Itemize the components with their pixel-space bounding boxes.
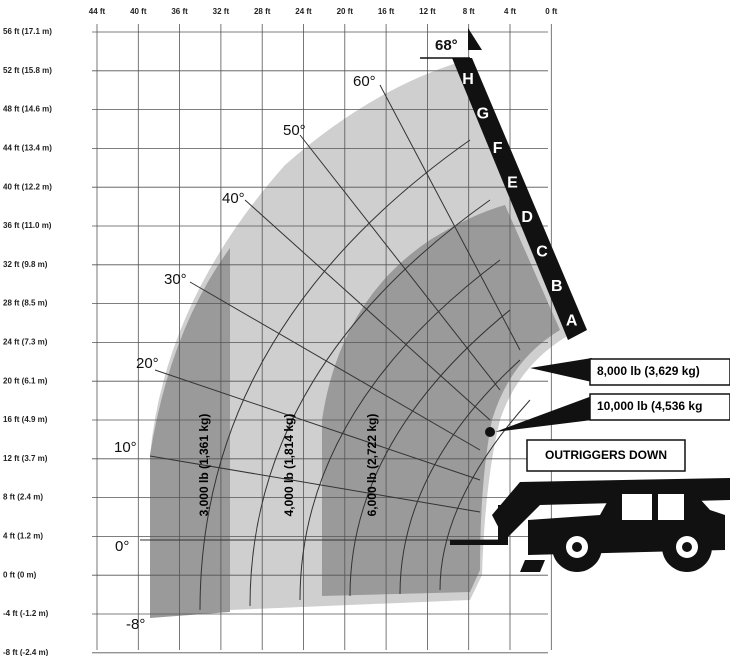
angle-label: 30° [164,271,187,288]
angle-label: 20° [136,355,159,372]
max-angle-flag [468,28,482,50]
telehandler [450,478,730,572]
boom-section-label: G [477,106,489,123]
x-axis-label: 20 ft [337,7,354,16]
x-axis-label: 4 ft [504,7,516,16]
angle-label: 60° [353,73,376,90]
callout-pointer [530,358,592,382]
y-axis-label: 16 ft (4.9 m) [3,415,48,424]
y-axis-label: 12 ft (3.7 m) [3,454,48,463]
y-axis-label: 48 ft (14.6 m) [3,105,52,114]
x-axis-label: 40 ft [130,7,147,16]
angle-rays [140,84,531,611]
zone-label: 4,000 lb (1,814 kg) [282,414,296,517]
x-axis-label: 28 ft [254,7,271,16]
boom-section-label: H [462,71,474,88]
boom-section-label: F [493,140,503,157]
boom-section-label: A [566,313,578,330]
outriggers-label: OUTRIGGERS DOWN [545,448,667,462]
angle-label: 40° [222,190,245,207]
y-axis-label: 44 ft (13.4 m) [3,144,52,153]
x-axis-label: 8 ft [463,7,475,16]
x-axis-label: 0 ft [545,7,557,16]
boom-section-label: D [521,209,533,226]
x-axis-label: 24 ft [295,7,312,16]
y-axis-label: 32 ft (9.8 m) [3,260,48,269]
zone-label: 3,000 lb (1,361 kg) [197,414,211,517]
callout-label: 10,000 lb (4,536 kg [597,399,702,413]
y-axis-label: 24 ft (7.3 m) [3,338,48,347]
y-axis-label: 4 ft (1.2 m) [3,532,43,541]
x-axis-label: 36 ft [171,7,188,16]
angle-label: 10° [114,439,137,456]
x-axis-label: 16 ft [378,7,395,16]
boom-section-label: C [536,244,548,261]
y-axis-label: 28 ft (8.5 m) [3,299,48,308]
callout-label: 8,000 lb (3,629 kg) [597,364,700,378]
y-axis-label: 36 ft (11.0 m) [3,221,52,230]
boom-section-label: B [551,278,563,295]
callout-pointer [495,396,592,432]
x-axis-label: 44 ft [89,7,106,16]
angle-label: 0° [115,538,129,555]
y-axis-label: 40 ft (12.2 m) [3,182,52,191]
callout-dot [485,427,495,437]
y-axis-label: 56 ft (17.1 m) [3,27,52,36]
outriggers-box [526,439,686,472]
zone-6000 [322,205,560,596]
boom [452,58,587,340]
callout-box [589,393,730,421]
angle-label: -8° [126,616,145,633]
y-axis-label: 8 ft (2.4 m) [3,493,43,502]
boom-section-label: E [507,175,518,192]
x-axis-label: 12 ft [419,7,436,16]
angle-label: 68° [435,37,458,54]
y-axis-label: 52 ft (15.8 m) [3,66,52,75]
angle-label: 50° [283,122,306,139]
y-axis-label: 20 ft (6.1 m) [3,376,48,385]
x-axis-label: 32 ft [213,7,230,16]
zone-3000 [150,248,230,618]
callout-box [589,358,730,386]
zone-label: 6,000 lb (2,722 kg) [365,414,379,517]
y-axis-label: -8 ft (-2.4 m) [3,648,49,656]
y-axis-label: -4 ft (-1.2 m) [3,609,49,618]
y-axis-label: 0 ft (0 m) [3,570,37,579]
